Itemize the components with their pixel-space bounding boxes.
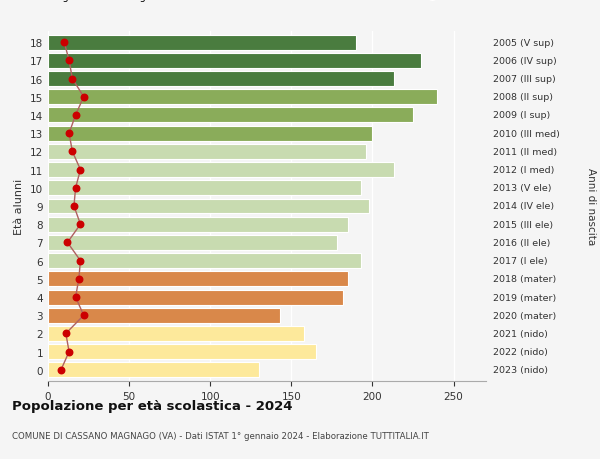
Bar: [48, 163, 394, 178]
Bar: [48, 326, 304, 341]
Point: [59, 39, 69, 47]
Text: 2012 (I med): 2012 (I med): [493, 166, 554, 175]
Point: [76, 167, 85, 174]
Bar: [48, 181, 361, 196]
Text: Anni di nascita: Anni di nascita: [586, 168, 596, 245]
Point: [71, 185, 80, 192]
Text: COMUNE DI CASSANO MAGNAGO (VA) - Dati ISTAT 1° gennaio 2024 - Elaborazione TUTTI: COMUNE DI CASSANO MAGNAGO (VA) - Dati IS…: [12, 431, 429, 441]
Text: 2008 (II sup): 2008 (II sup): [493, 93, 553, 102]
Text: 2007 (III sup): 2007 (III sup): [493, 75, 556, 84]
Text: 2023 (nido): 2023 (nido): [493, 365, 548, 375]
Y-axis label: Età alunni: Età alunni: [14, 179, 25, 235]
Text: 2009 (I sup): 2009 (I sup): [493, 111, 550, 120]
Bar: [48, 72, 394, 87]
Bar: [48, 308, 280, 323]
Text: 2011 (II med): 2011 (II med): [493, 147, 557, 157]
Bar: [48, 90, 437, 105]
Text: 2014 (IV ele): 2014 (IV ele): [493, 202, 554, 211]
Text: 2015 (III ele): 2015 (III ele): [493, 220, 553, 229]
Text: 2010 (III med): 2010 (III med): [493, 129, 560, 138]
Bar: [48, 363, 259, 377]
Bar: [48, 254, 361, 269]
Point: [56, 366, 66, 374]
Text: 2022 (nido): 2022 (nido): [493, 347, 548, 356]
Bar: [48, 272, 348, 287]
Text: 2016 (II ele): 2016 (II ele): [493, 238, 551, 247]
Point: [64, 57, 74, 65]
Bar: [48, 126, 373, 141]
Bar: [48, 108, 413, 123]
Point: [76, 221, 85, 229]
Bar: [48, 290, 343, 305]
Point: [69, 203, 79, 210]
Point: [68, 148, 77, 156]
Point: [71, 294, 80, 301]
Text: 2019 (mater): 2019 (mater): [493, 293, 556, 302]
Point: [79, 94, 88, 101]
Point: [74, 275, 83, 283]
Bar: [48, 235, 337, 250]
Point: [64, 348, 74, 356]
Bar: [48, 36, 356, 50]
Text: Popolazione per età scolastica - 2024: Popolazione per età scolastica - 2024: [12, 399, 293, 412]
Text: 2020 (mater): 2020 (mater): [493, 311, 556, 320]
Bar: [48, 217, 348, 232]
Point: [68, 76, 77, 83]
Text: 2005 (V sup): 2005 (V sup): [493, 39, 554, 48]
Text: 2017 (I ele): 2017 (I ele): [493, 257, 548, 266]
Bar: [48, 344, 316, 359]
Point: [71, 112, 80, 119]
Bar: [48, 54, 421, 69]
Bar: [48, 145, 366, 159]
Point: [79, 312, 88, 319]
Point: [64, 130, 74, 138]
Text: 2021 (nido): 2021 (nido): [493, 329, 548, 338]
Point: [76, 257, 85, 265]
Text: 2018 (mater): 2018 (mater): [493, 275, 556, 284]
Point: [61, 330, 71, 337]
Legend: Sec. II grado, Sec. I grado, Scuola Primaria, Scuola Infanzia, Asilo Nido, Stran: Sec. II grado, Sec. I grado, Scuola Prim…: [18, 0, 482, 2]
Point: [62, 239, 72, 246]
Bar: [48, 199, 369, 214]
Text: 2013 (V ele): 2013 (V ele): [493, 184, 552, 193]
Text: 2006 (IV sup): 2006 (IV sup): [493, 57, 557, 66]
